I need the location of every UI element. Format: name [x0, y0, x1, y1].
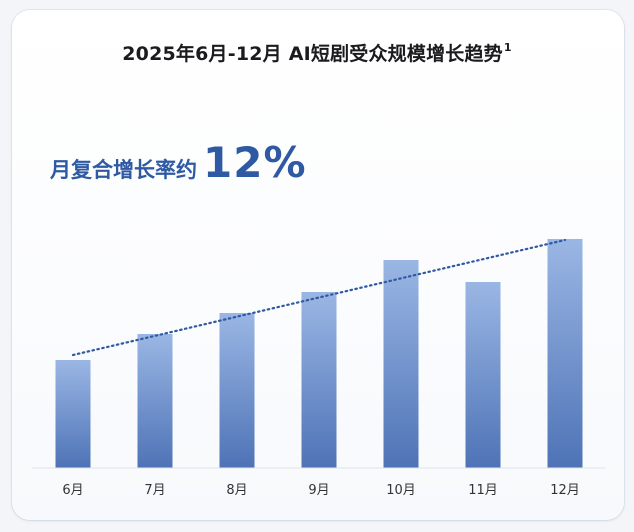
bar-7	[137, 334, 173, 468]
x-tick-label: 9月	[308, 483, 329, 498]
bar-9	[301, 292, 337, 468]
bar-8	[219, 313, 255, 468]
bar-10	[383, 260, 419, 468]
x-tick-label: 12月	[550, 483, 580, 498]
bar-12	[547, 239, 583, 468]
x-tick-label: 7月	[144, 483, 165, 498]
x-tick-label: 10月	[386, 483, 416, 498]
chart-title-text: 2025年6月-12月 AI短剧受众规模增长趋势	[122, 43, 503, 65]
bar-6	[55, 360, 91, 468]
bars-group	[55, 239, 583, 468]
x-tick-label: 6月	[62, 483, 83, 498]
bar-11	[465, 282, 501, 468]
growth-rate-value: 12%	[203, 138, 307, 187]
chart-title: 2025年6月-12月 AI短剧受众规模增长趋势1	[122, 40, 512, 65]
x-tick-label: 11月	[468, 483, 498, 498]
trend-line	[71, 238, 567, 357]
footnote-marker: 1	[503, 40, 512, 54]
growth-rate-headline: 月复合增长率约 12%	[50, 138, 307, 187]
chart-title-container: 2025年6月-12月 AI短剧受众规模增长趋势1	[0, 39, 634, 66]
x-tick-label: 8月	[226, 483, 247, 498]
x-axis-ticks: 6月 7月 8月 9月 10月 11月 12月	[62, 483, 579, 498]
growth-rate-label: 月复合增长率约	[50, 158, 197, 182]
